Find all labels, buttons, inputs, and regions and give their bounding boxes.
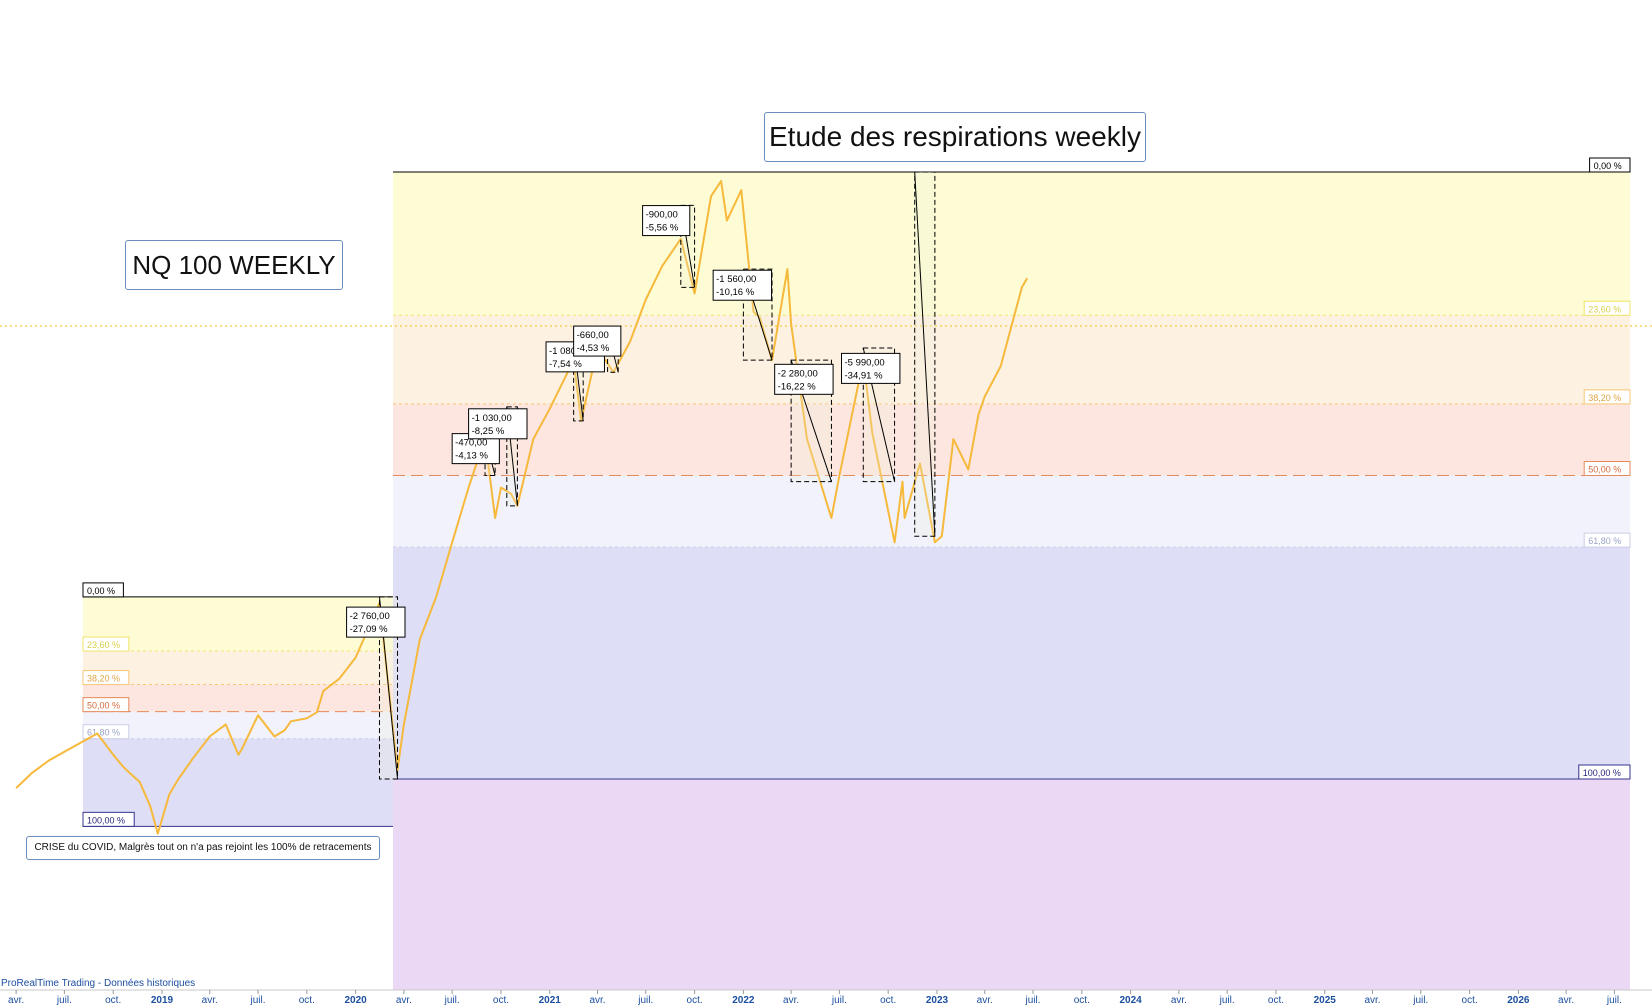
price-line [15,180,1029,835]
x-axis-tick-label: juil. [831,995,847,1006]
pullback-label: -5 990,00 [845,357,885,368]
x-axis-tick-label: avr. [589,995,605,1006]
fib-small-level-box [82,811,135,827]
fib-small-level-label: 0,00 % [87,586,115,596]
x-axis-tick-label: oct. [880,995,896,1006]
fib-big-level-label: 100,00 % [1583,768,1621,778]
fib-big-level-box [1583,300,1631,316]
fib-zone-small [83,711,393,739]
x-axis-tick-label: juil. [1606,995,1622,1006]
x-axis-tick-label: avr. [977,995,993,1006]
pullback-label: -4,53 % [577,343,610,354]
x-axis-tick-label: avr. [8,995,24,1006]
x-axis-tick-label: avr. [202,995,218,1006]
pullback-label: -16,22 % [778,381,817,392]
pullback-label-box [712,269,773,301]
fib-big-level-box [1583,389,1631,405]
fib-big-level-label: 23,60 % [1588,304,1621,314]
pullback-label-box [573,325,622,357]
fib-big-level-box [1583,532,1631,548]
pullback-label: -34,91 % [845,370,884,381]
pullback-label: -4,13 % [455,451,488,462]
x-axis-tick-label: oct. [1268,995,1284,1006]
pullback-label: -2 760,00 [350,611,390,622]
fib-zone-small [83,684,393,712]
x-axis-tick-label: juil. [1025,995,1041,1006]
x-axis-tick-label: 2019 [151,995,174,1006]
x-axis-tick-label: juil. [1219,995,1235,1006]
x-axis-tick-label: 2025 [1314,995,1337,1006]
pullback-label-box [346,606,406,638]
x-axis-tick-label: avr. [1171,995,1187,1006]
chart-subtitle: NQ 100 WEEKLY [125,240,343,290]
pullback-label: -27,09 % [350,624,389,635]
pullback-label: -1 030,00 [472,413,512,424]
pullback-label: -1 080,00 [549,346,589,357]
fib-big-level-box [1578,764,1631,780]
x-axis-tick-label: avr. [1558,995,1574,1006]
x-axis-tick-label: avr. [1364,995,1380,1006]
x-axis-tick-label: oct. [1462,995,1478,1006]
fib-small-level-box [82,697,130,713]
fib-small-level-label: 61,80 % [87,728,120,738]
fib-small-level-label: 38,20 % [87,674,120,684]
fib-zone [393,547,1630,779]
pullback-diagonal [914,171,936,537]
x-axis-tick-label: avr. [783,995,799,1006]
x-axis-tick-label: juil. [1412,995,1428,1006]
pullback-label: -660,00 [577,330,609,341]
x-axis-tick-label: 2024 [1119,995,1142,1006]
fib-small-level-box [82,582,124,598]
fib-big-level-label: 50,00 % [1588,465,1621,475]
fib-big-level-label: 0,00 % [1594,161,1622,171]
x-axis-tick-label: oct. [687,995,703,1006]
data-source: ProRealTime Trading - Données historique… [1,978,196,989]
fib-big-level-box [1583,461,1631,476]
x-axis-tick-label: juil. [444,995,460,1006]
chart-title: Etude des respirations weekly [764,112,1146,162]
pullback-label: -5,56 % [646,223,679,234]
pullback-label: -1 560,00 [716,274,756,285]
x-axis-tick-label: juil. [637,995,653,1006]
pullback-label: -10,16 % [716,287,755,298]
pullback-label-box [642,205,691,237]
x-axis-tick-label: 2026 [1507,995,1530,1006]
pullback-label: -2 280,00 [778,368,818,379]
pullback-label: -470,00 [455,438,487,449]
x-axis-tick-label: oct. [1074,995,1090,1006]
x-axis-tick-label: 2021 [539,995,562,1006]
fib-big-level-label: 38,20 % [1588,393,1621,403]
fib-zone [393,172,1630,316]
fib-zone-small [83,651,393,685]
x-axis-tick-label: avr. [396,995,412,1006]
x-axis-tick-label: 2023 [926,995,949,1006]
fib-zone [393,475,1630,548]
fib-zone-small [83,596,393,652]
fib-small-level-label: 50,00 % [87,701,120,711]
x-axis-tick-label: oct. [493,995,509,1006]
x-axis-tick-label: juil. [250,995,266,1006]
pullback-label-box [841,352,901,384]
fib-big-level-box [1589,157,1631,173]
fib-small-level-box [82,670,130,686]
x-axis-tick-label: 2022 [732,995,755,1006]
fib-small-level-box [82,636,130,652]
x-axis-tick-label: juil. [56,995,72,1006]
pullback-label: -8,25 % [472,426,505,437]
fib-big-level-label: 61,80 % [1588,536,1621,546]
fib-zone [393,403,1630,476]
x-axis-tick-label: oct. [105,995,121,1006]
pullback-label-box [468,408,528,440]
covid-annotation: CRISE du COVID, Malgrès tout on n'a pas … [26,836,380,860]
pullback-label-box [774,363,834,395]
pullback-label: -900,00 [646,210,678,221]
pullback-label: -7,54 % [549,359,582,370]
below-fib-zone [393,779,1630,990]
fib-small-level-label: 23,60 % [87,640,120,650]
x-axis-tick-label: 2020 [344,995,367,1006]
fib-small-level-label: 100,00 % [87,815,125,825]
x-axis-tick-label: oct. [299,995,315,1006]
